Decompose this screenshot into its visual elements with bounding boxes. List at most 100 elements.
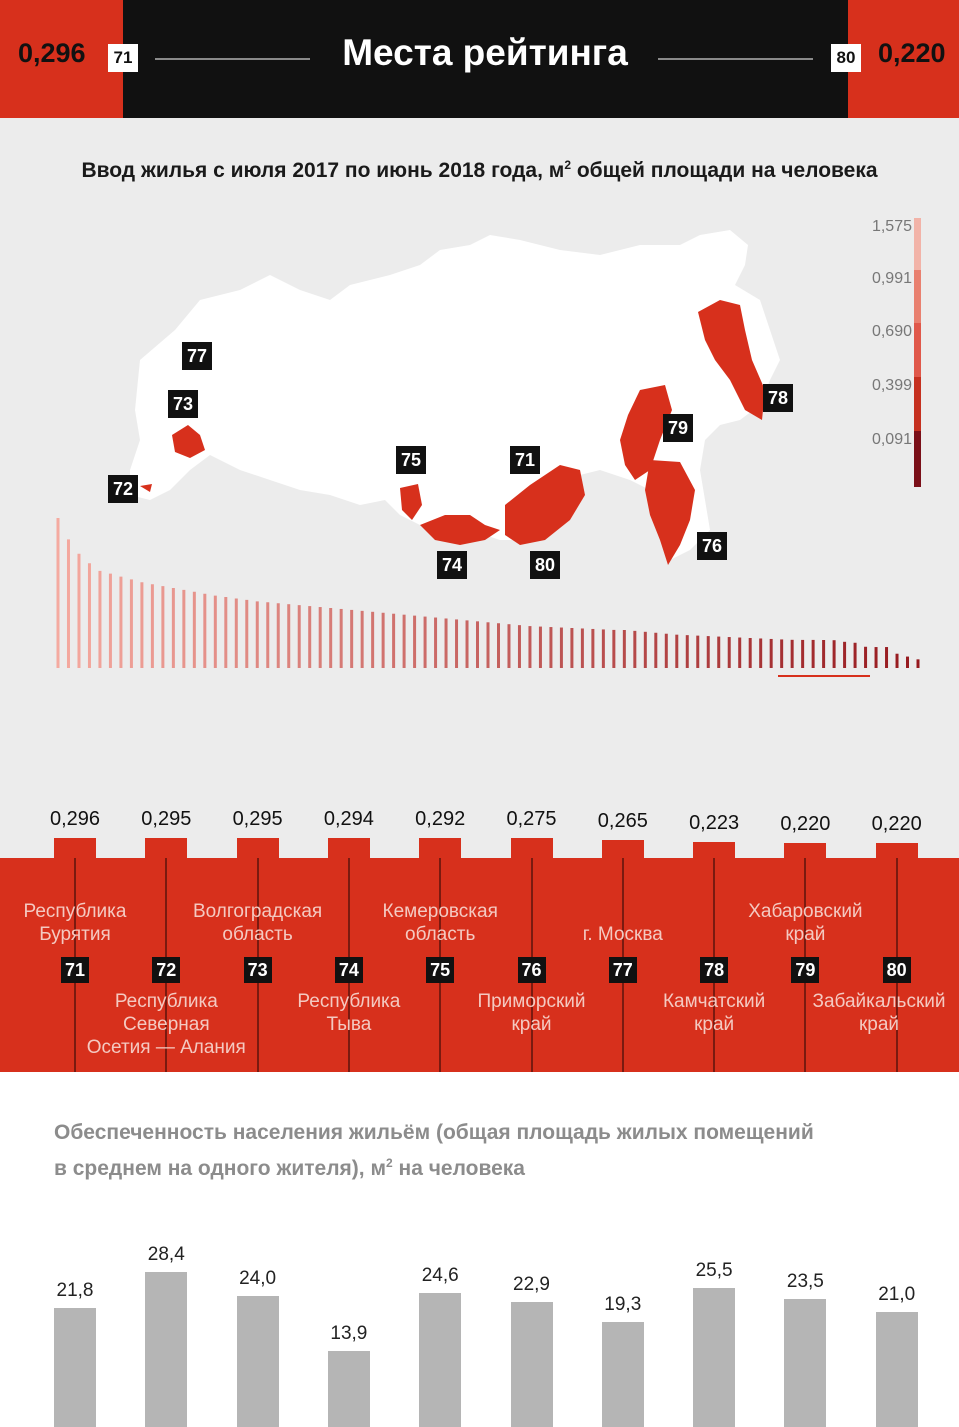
top10-value-label: 0,295 [141, 808, 192, 830]
map-badge-80: 80 [530, 551, 560, 579]
region-name-line: Приморский [477, 991, 586, 1012]
scale-bar [914, 270, 921, 324]
map-badge-78: 78 [763, 384, 793, 412]
housing-bar [601, 1321, 644, 1427]
top10-value-label: 0,265 [597, 810, 648, 832]
map-badge-76: 76 [697, 532, 727, 560]
region-rank-badge: 73 [243, 957, 272, 983]
housing-bar-value: 21,0 [878, 1284, 916, 1306]
top10-value-label: 0,296 [49, 808, 101, 830]
housing-bar-value: 24,0 [239, 1268, 277, 1289]
header-red-left [0, 0, 123, 118]
map-badge-73: 73 [168, 390, 198, 418]
region-name: Камчатский край [634, 990, 794, 1036]
distribution-bars [56, 518, 920, 668]
map-badge-72: 72 [108, 475, 138, 503]
housing-bar-value: 24,6 [421, 1264, 459, 1286]
housing-bar [875, 1312, 918, 1427]
page-title: Места рейтинга [342, 32, 628, 73]
scale-bar [914, 431, 921, 487]
top10-value-label: 0,223 [689, 812, 740, 834]
housing-bar [327, 1351, 370, 1427]
housing-provision-title-line2: в среднем на одного жителя), м2 на челов… [54, 1148, 934, 1184]
map-badge-79: 79 [663, 414, 693, 442]
housing-bar-value: 21,8 [56, 1280, 94, 1302]
region-rank-badge: 80 [882, 957, 911, 983]
top10-value-bar [693, 842, 736, 864]
region-name-line: край [785, 924, 826, 945]
region-name-line: Северная [122, 1014, 210, 1035]
map-badge-75: 75 [396, 446, 426, 474]
region-name-line: Бурятия [39, 924, 111, 945]
region-name-line: Хабаровский [748, 901, 863, 922]
housing-bar [784, 1298, 827, 1427]
region-name-line: Республика [23, 901, 127, 922]
region-name: г. Москва [543, 923, 703, 946]
subtitle-tail: общей площади на человека [571, 159, 878, 182]
top10-value-bar [419, 838, 462, 860]
header-red-right [848, 0, 959, 118]
housing-bar-value: 22,9 [513, 1274, 550, 1296]
region-name-line: край [858, 1014, 900, 1035]
region-name-line: Республика [297, 991, 401, 1012]
header-left-rank: 71 [108, 44, 138, 72]
region-name-line: Тыва [326, 1014, 372, 1035]
housing-bar [693, 1287, 736, 1427]
region-name: Приморский край [452, 990, 612, 1036]
region-name-line: край [694, 1014, 735, 1035]
region-shape-kamchatka [698, 300, 765, 420]
region-shape-kemerovo [400, 484, 422, 520]
region-name-line: г. Москва [582, 924, 663, 945]
region-rank-badge: 78 [700, 957, 729, 983]
top10-value-label: 0,220 [871, 813, 922, 835]
region-name-line: Камчатский [662, 991, 766, 1012]
top10-value-bar [510, 838, 553, 860]
map-badge-77: 77 [182, 342, 212, 370]
region-rank-badge: 72 [152, 957, 181, 983]
top10-value-bar [54, 838, 96, 860]
housing-provision-title-line2-text: в среднем на одного жителя), м [54, 1157, 386, 1180]
header: 0,296 71 Места рейтинга 80 0,220 [0, 0, 959, 118]
top10-value-bar [875, 843, 918, 865]
top10-value-label: 0,220 [780, 813, 831, 835]
region-shape-buryatia-zabaikalsky [505, 465, 585, 545]
region-shape-primorsky [645, 460, 695, 565]
region-name: Республика Северная Осетия — Алания [86, 990, 246, 1059]
region-name-line: Волгоградская [192, 901, 323, 922]
scale-bar [914, 323, 921, 377]
region-name: Хабаровский край [725, 900, 885, 946]
top10-value-label: 0,295 [232, 808, 283, 830]
region-name: Республика Тыва [269, 990, 429, 1036]
housing-bar [145, 1272, 188, 1427]
top10-value-bar [601, 840, 644, 862]
scale-label: 1,575 [871, 218, 912, 235]
subtitle-sup: 2 [564, 158, 571, 172]
region-name: Забайкальский край [799, 990, 959, 1036]
top10-value-bar [236, 838, 279, 860]
housing-provision-title-sup: 2 [386, 1156, 393, 1170]
region-name: Республика Бурятия [0, 900, 155, 946]
region-shape-volgograd [172, 425, 205, 458]
chart-subtitle: Ввод жилья с июля 2017 по июнь 2018 года… [0, 158, 959, 183]
housing-bar [419, 1292, 462, 1427]
housing-bar-value: 13,9 [330, 1323, 368, 1345]
region-rank-badge: 76 [517, 957, 546, 983]
housing-provision-title-line1: Обеспеченность населения жильём (общая п… [54, 1121, 814, 1144]
scale-label: 0,091 [871, 431, 912, 448]
russia-map-silhouette [130, 230, 780, 560]
housing-bar [236, 1296, 279, 1427]
region-name-line: Республика [114, 991, 218, 1012]
top10-value-bar [784, 843, 827, 865]
region-rank-badge: 75 [426, 957, 455, 983]
region-rank-badge: 71 [61, 957, 89, 983]
housing-provision-title-tail: на человека [392, 1157, 525, 1180]
region-name: Волгоградская область [178, 900, 338, 946]
top10-value-bar [327, 838, 370, 860]
region-name-line: край [511, 1014, 552, 1035]
subtitle-text: Ввод жилья с июля 2017 по июнь 2018 года… [81, 159, 565, 182]
region-rank-badge: 77 [608, 957, 637, 983]
top10-value-label: 0,275 [506, 808, 557, 830]
region-rank-badge: 74 [334, 957, 363, 983]
header-left-value: 0,296 [18, 38, 86, 68]
region-name-line: область [222, 924, 293, 945]
